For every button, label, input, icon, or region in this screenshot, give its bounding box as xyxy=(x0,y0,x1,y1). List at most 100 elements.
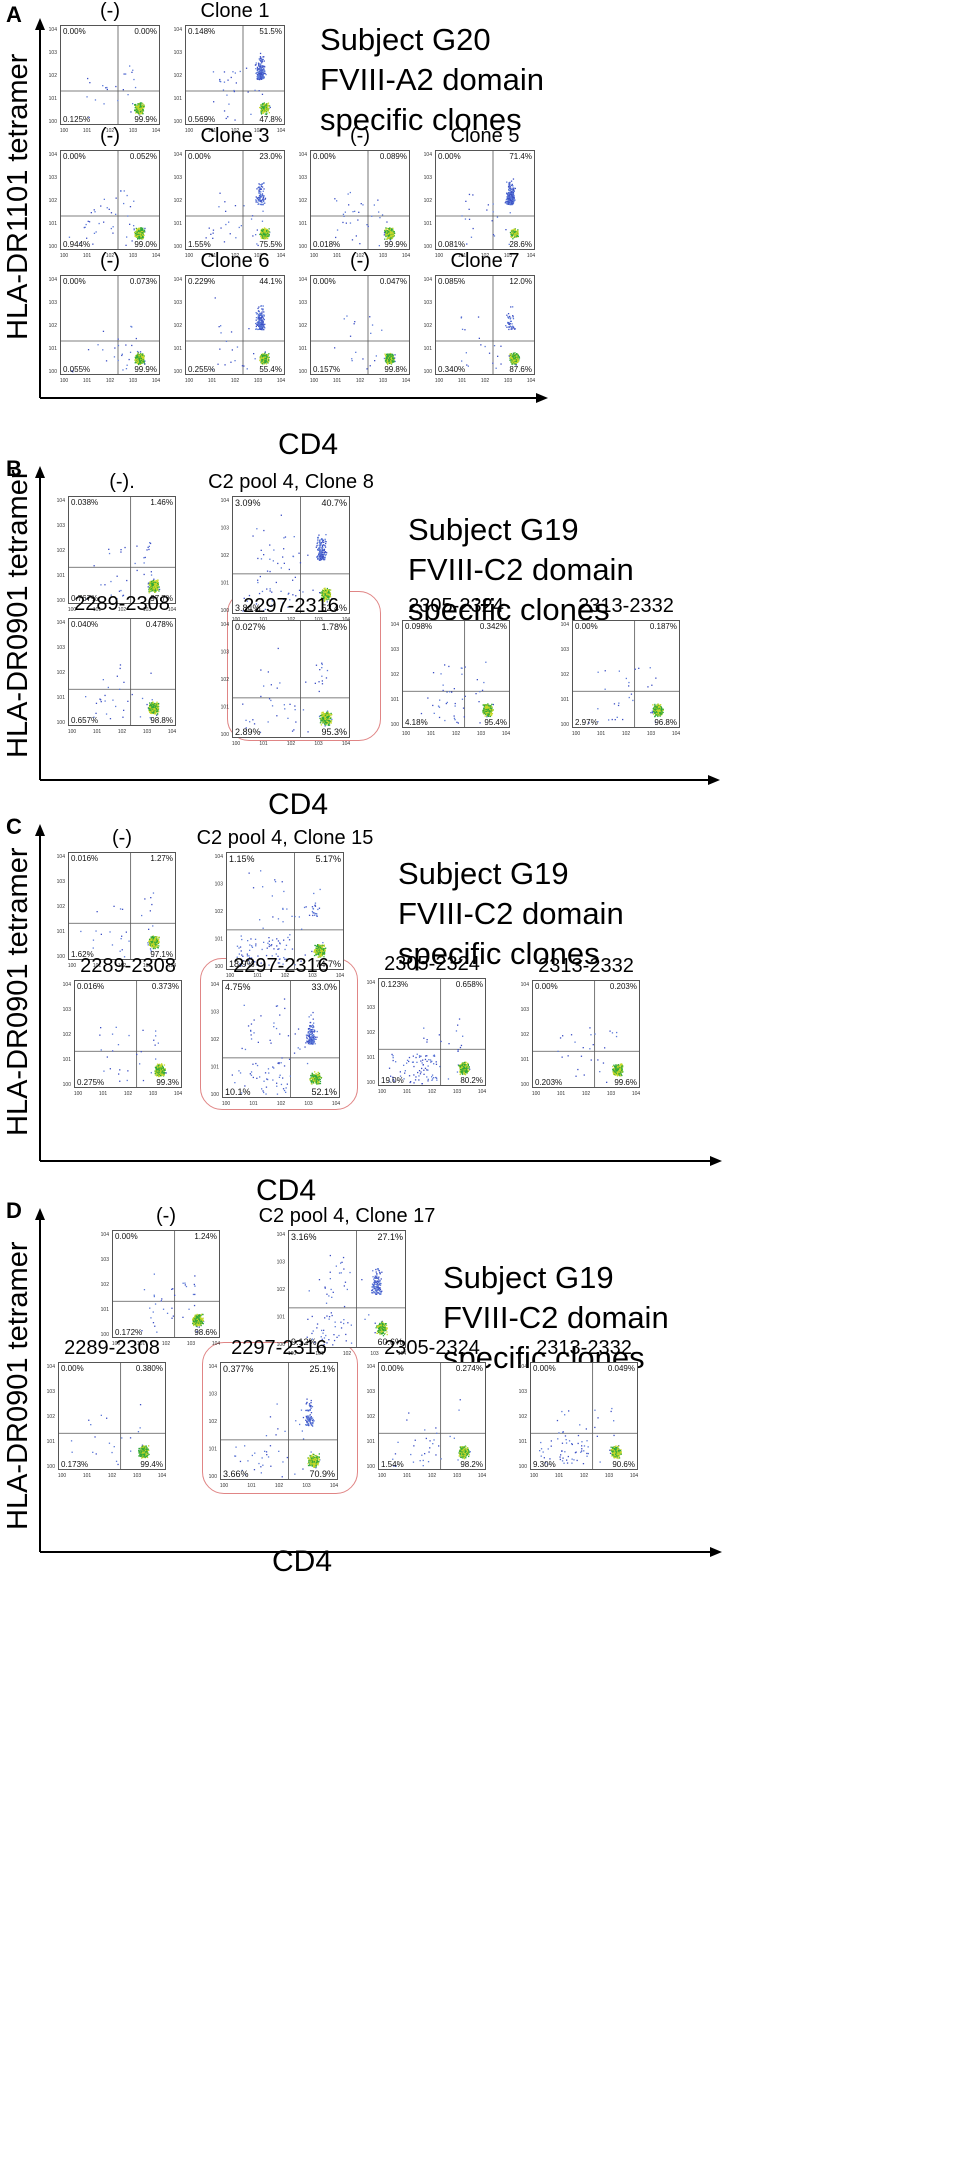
event-point xyxy=(261,106,264,108)
event-point xyxy=(108,552,111,555)
event-point xyxy=(258,72,261,74)
event-point xyxy=(85,223,87,226)
plot-title: Clone 3 xyxy=(200,125,270,147)
event-point xyxy=(88,116,90,119)
event-point xyxy=(262,325,264,327)
event-point xyxy=(105,360,108,362)
event-point xyxy=(467,365,469,367)
event-point xyxy=(155,587,158,590)
event-point xyxy=(257,203,259,205)
event-point xyxy=(507,316,509,318)
event-point xyxy=(511,363,513,365)
event-point xyxy=(514,199,516,201)
event-point xyxy=(257,201,259,203)
event-point xyxy=(263,56,265,58)
event-point xyxy=(264,104,266,106)
y-tick-label: 100 xyxy=(57,598,66,604)
event-point xyxy=(220,227,222,229)
quadrant-percent: 12.0% xyxy=(509,277,532,286)
event-point xyxy=(149,590,151,593)
event-point xyxy=(260,71,262,73)
event-point xyxy=(262,320,264,322)
event-point xyxy=(351,239,354,241)
event-point xyxy=(131,240,133,242)
event-point xyxy=(392,356,394,358)
event-point xyxy=(155,582,158,584)
event-point xyxy=(385,359,387,361)
event-point xyxy=(388,237,390,240)
event-point xyxy=(387,363,389,365)
event-point xyxy=(141,234,143,236)
event-point xyxy=(266,361,268,363)
event-point xyxy=(517,358,519,361)
event-point xyxy=(257,74,259,76)
event-point xyxy=(393,231,395,233)
event-point xyxy=(511,327,513,329)
flow-plot: Clone 6 100 100 101 101 102 102 103 103 104 104 0.2… xyxy=(174,250,286,384)
event-point xyxy=(239,70,241,73)
event-point xyxy=(264,229,266,232)
event-point xyxy=(122,595,124,597)
event-point xyxy=(325,534,327,536)
event-point xyxy=(265,356,267,358)
event-point xyxy=(390,353,392,356)
x-tick-label: 103 xyxy=(129,378,138,384)
event-point xyxy=(389,229,392,231)
event-point xyxy=(265,236,267,238)
quadrant-percent: 0.00% xyxy=(313,277,336,286)
event-point xyxy=(509,212,511,214)
event-point xyxy=(480,344,482,346)
event-point xyxy=(255,322,257,325)
x-tick-label: 103 xyxy=(254,378,263,384)
event-point xyxy=(264,72,266,75)
event-point xyxy=(125,344,127,346)
event-point xyxy=(468,193,471,196)
event-point xyxy=(95,231,97,233)
event-point xyxy=(512,359,515,361)
event-point xyxy=(472,194,474,196)
event-point xyxy=(262,322,264,325)
event-point xyxy=(385,228,387,230)
event-point xyxy=(88,221,91,223)
event-point xyxy=(268,234,270,236)
event-point xyxy=(508,322,510,324)
event-point xyxy=(260,58,262,60)
event-point xyxy=(508,189,510,192)
event-point xyxy=(153,589,155,591)
x-tick-label: 102 xyxy=(106,253,115,259)
event-point xyxy=(387,357,390,359)
event-point xyxy=(260,191,262,193)
event-point xyxy=(386,356,388,358)
event-point xyxy=(257,314,260,316)
event-point xyxy=(134,234,136,237)
event-point xyxy=(515,354,517,356)
event-point xyxy=(508,323,510,325)
event-point xyxy=(143,361,145,363)
event-point xyxy=(140,104,142,106)
event-point xyxy=(255,603,258,605)
x-tick-label: 100 xyxy=(310,253,319,259)
event-point xyxy=(261,204,263,206)
event-point xyxy=(102,330,105,332)
plot-title: Clone 6 xyxy=(200,250,270,272)
event-point xyxy=(509,356,511,358)
event-point xyxy=(514,230,516,232)
event-point xyxy=(259,356,261,358)
event-point xyxy=(258,75,260,77)
event-point xyxy=(261,193,264,195)
event-point xyxy=(258,58,260,60)
event-point xyxy=(344,211,346,213)
event-point xyxy=(153,581,155,583)
event-point xyxy=(517,229,519,231)
event-point xyxy=(152,596,154,598)
event-point xyxy=(259,194,262,197)
y-tick-label: 102 xyxy=(49,73,58,79)
event-point xyxy=(120,549,122,551)
event-point xyxy=(140,360,143,362)
event-point xyxy=(512,315,514,317)
quadrant-percent: 0.081% xyxy=(438,240,465,249)
event-point xyxy=(157,586,159,588)
event-point xyxy=(261,328,264,331)
